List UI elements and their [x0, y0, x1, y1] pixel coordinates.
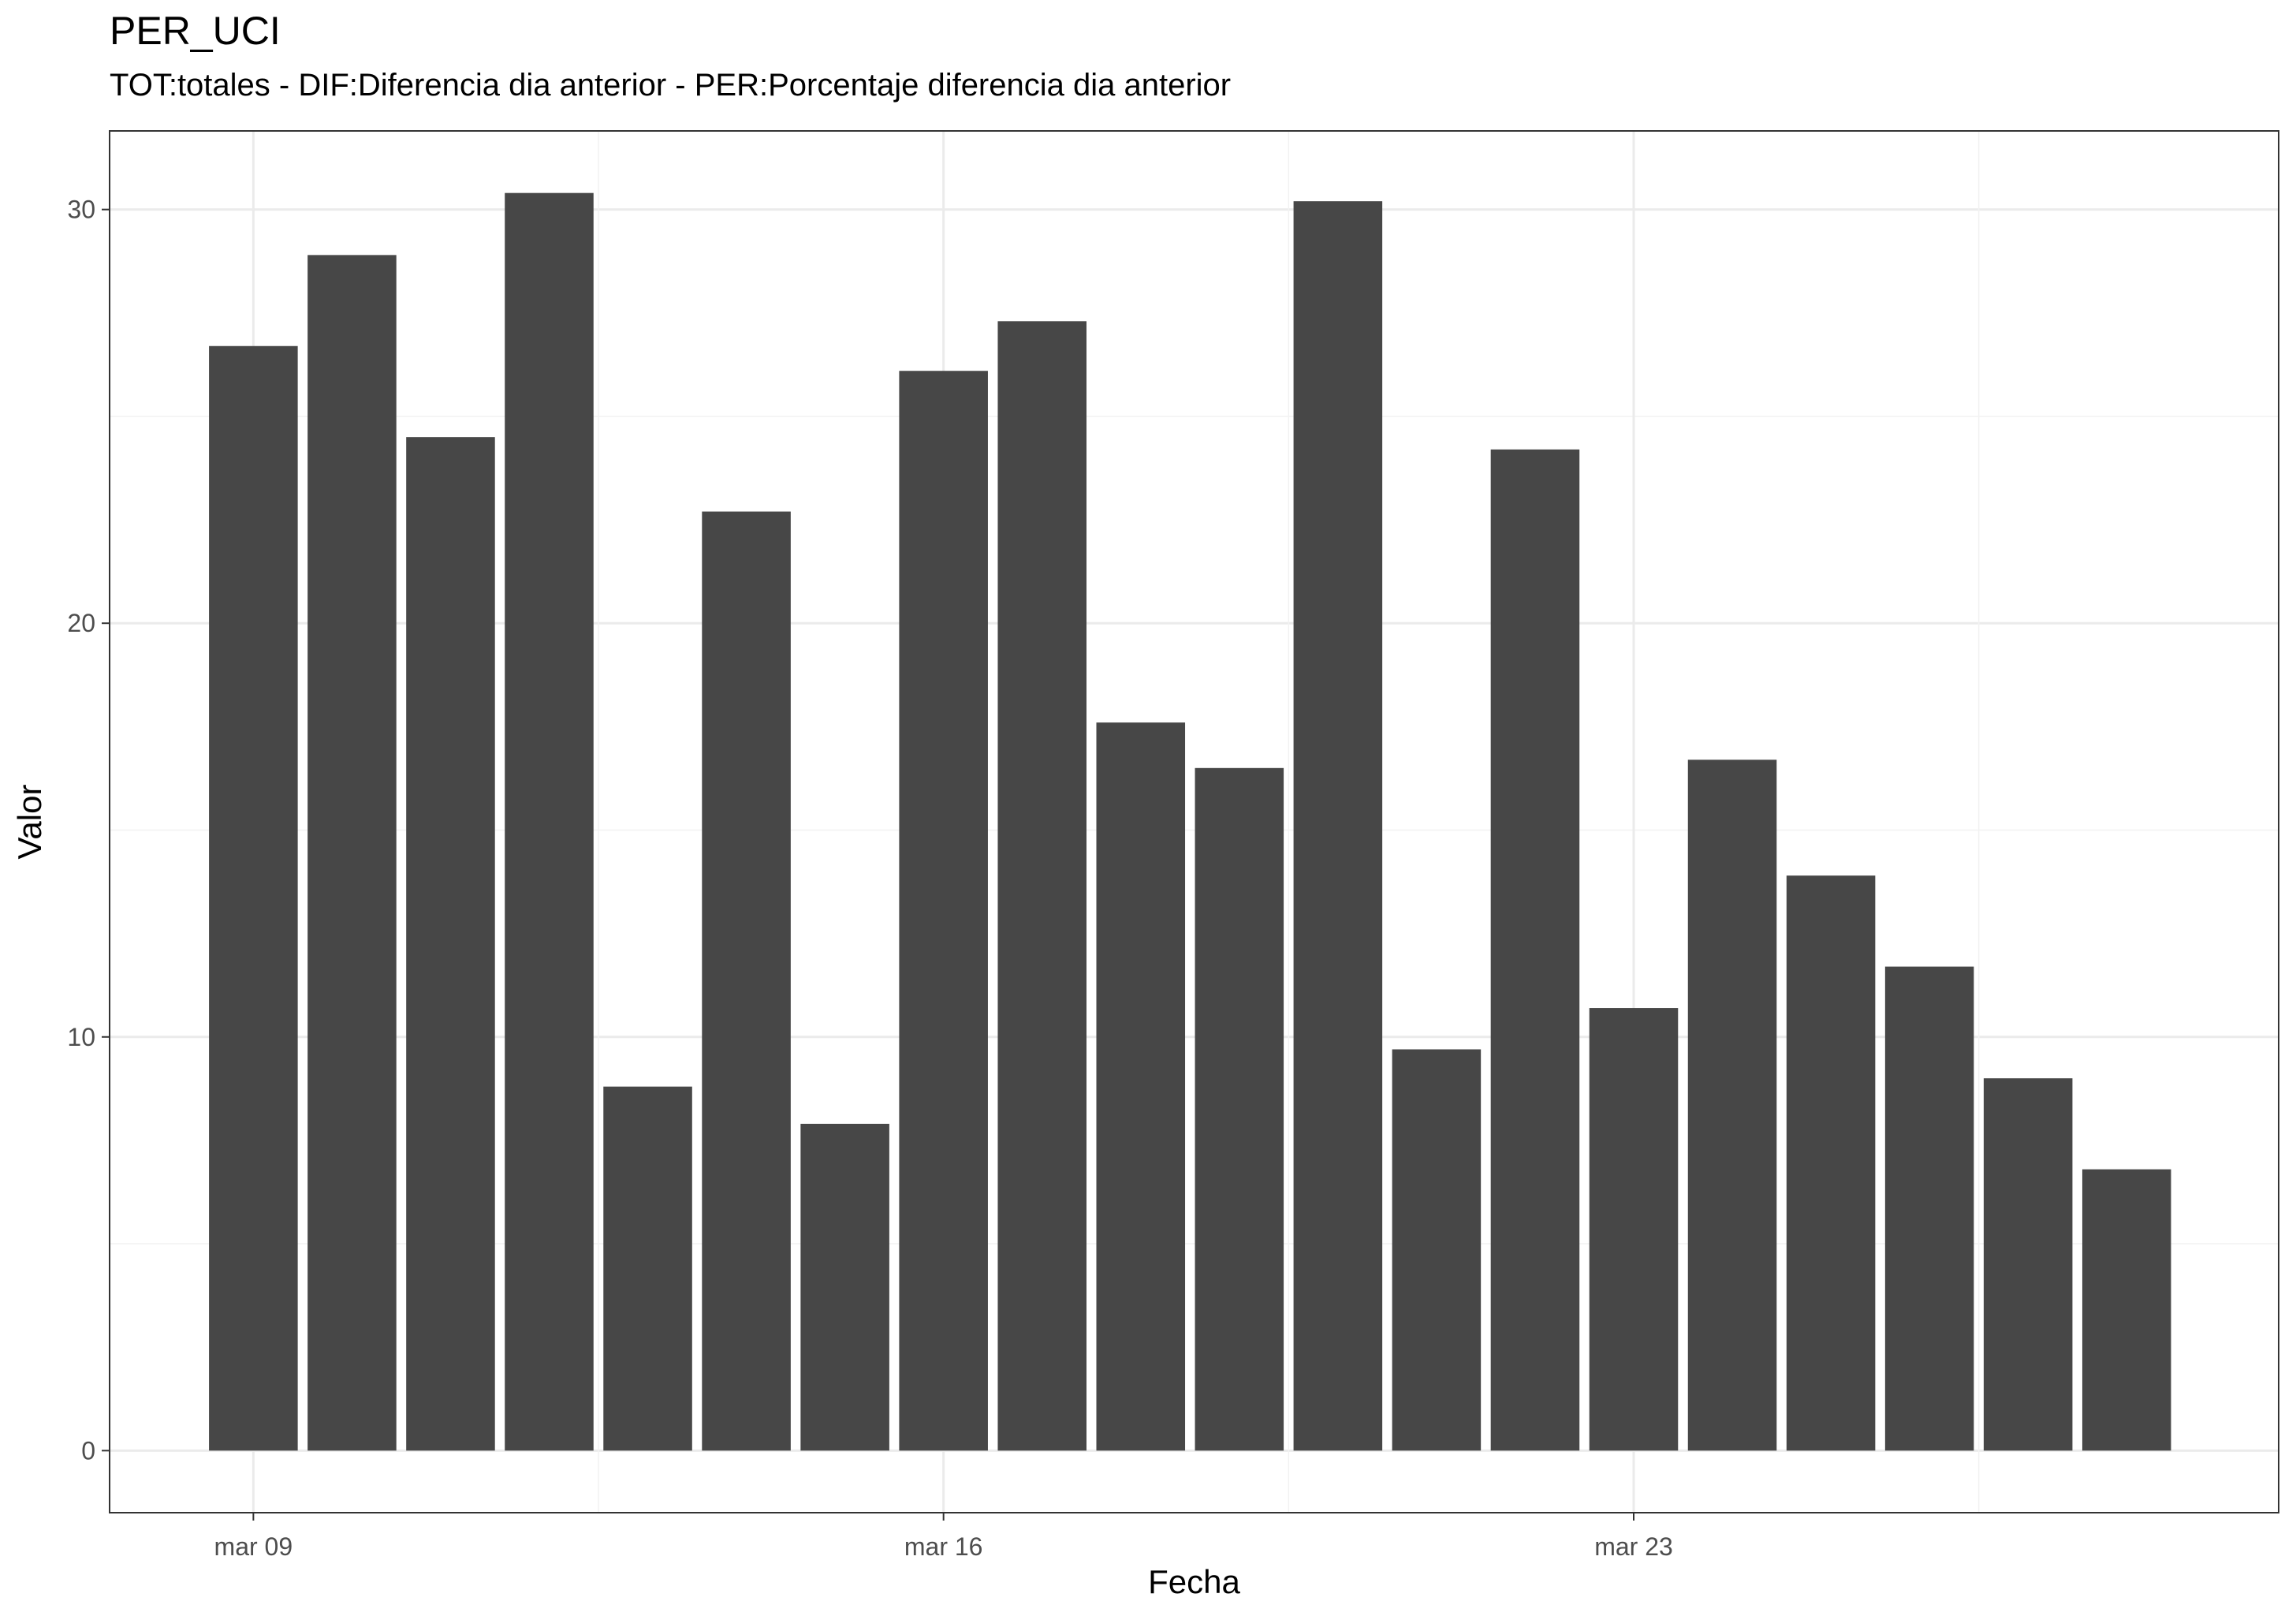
bar — [1195, 767, 1284, 1451]
bar — [209, 345, 298, 1451]
x-tick-label: mar 16 — [904, 1532, 983, 1561]
y-axis-title: Valor — [11, 785, 48, 860]
x-axis: mar 09 mar 16 mar 23 — [214, 1513, 1673, 1561]
bar — [899, 371, 988, 1451]
y-tick-label: 0 — [81, 1436, 95, 1465]
bar — [1983, 1078, 2073, 1451]
y-tick-label: 30 — [67, 196, 95, 224]
bar — [1589, 1008, 1679, 1451]
bar — [800, 1123, 889, 1451]
bar — [1490, 449, 1580, 1451]
chart-subtitle: TOT:totales - DIF:Diferencia dia anterio… — [110, 68, 1232, 103]
bar — [406, 437, 495, 1451]
bar — [603, 1086, 692, 1451]
plot-panel-border — [109, 130, 2279, 1513]
bars — [209, 192, 2171, 1451]
bar — [1096, 722, 1186, 1451]
x-axis-title: Fecha — [1148, 1563, 1240, 1600]
x-tick-label: mar 09 — [214, 1532, 293, 1561]
y-axis: 0 10 20 30 — [67, 196, 110, 1465]
bar — [1293, 201, 1383, 1451]
bar — [997, 321, 1086, 1451]
bar — [308, 255, 397, 1451]
bar — [1392, 1049, 1482, 1451]
bar — [1786, 875, 1876, 1451]
chart-title: PER_UCI — [110, 9, 281, 53]
y-tick-label: 20 — [67, 609, 95, 637]
bar — [702, 511, 791, 1451]
x-tick-label: mar 23 — [1594, 1532, 1673, 1561]
bar — [505, 192, 594, 1451]
bar — [2082, 1169, 2171, 1451]
bar — [1687, 759, 1777, 1451]
bar — [1884, 966, 1974, 1451]
y-tick-label: 10 — [67, 1023, 95, 1051]
